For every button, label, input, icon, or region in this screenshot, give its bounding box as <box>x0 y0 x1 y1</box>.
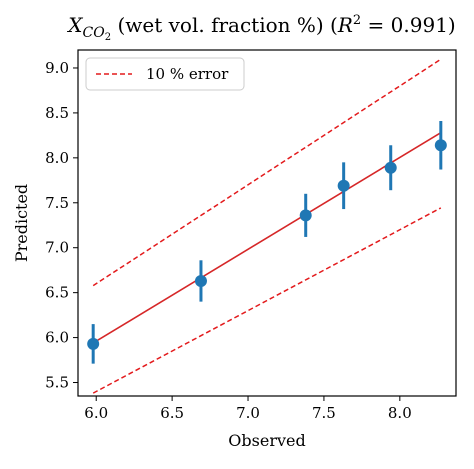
error-line-lower <box>92 207 442 394</box>
y-tick-label: 8.5 <box>45 104 69 122</box>
x-tick-label: 7.0 <box>236 404 260 422</box>
chart-title: XCO2 (wet vol. fraction %) (R2 = 0.991) <box>66 13 455 43</box>
title-tail: = 0.991) <box>361 13 456 37</box>
x-tick-label: 8.0 <box>388 404 412 422</box>
data-point <box>194 274 207 287</box>
fit-line-group <box>92 131 442 344</box>
title-subsub: 2 <box>105 32 111 43</box>
x-tick-label: 6.0 <box>84 404 108 422</box>
y-tick-label: 6.5 <box>45 284 69 302</box>
data-point <box>299 209 312 222</box>
axis-ticks: 6.0 6.5 7.0 7.5 8.0 5.5 6.0 6.5 7.0 7.5 8.0 8.5 9.0 <box>45 59 412 422</box>
y-axis-label: Predicted <box>12 184 31 262</box>
title-text: (wet vol. fraction %) ( <box>111 13 338 37</box>
y-tick-label: 7.0 <box>45 239 69 257</box>
y-tick-label: 7.5 <box>45 194 69 212</box>
x-tick-label: 6.5 <box>160 404 184 422</box>
y-tick-label: 8.0 <box>45 149 69 167</box>
plot-frame <box>77 49 457 397</box>
data-point <box>87 337 100 350</box>
title-sub: CO <box>83 25 106 41</box>
title-r: R <box>337 13 353 37</box>
x-axis-label: Observed <box>228 431 305 450</box>
data-point <box>384 161 397 174</box>
data-point <box>337 179 350 192</box>
legend-box <box>85 57 245 91</box>
x-tick-label: 7.5 <box>312 404 336 422</box>
y-tick-label: 5.5 <box>45 374 69 392</box>
data-points <box>87 120 447 364</box>
legend: 10 % error <box>85 57 245 91</box>
data-point <box>434 139 447 152</box>
title-sup: 2 <box>353 13 361 28</box>
y-tick-label: 9.0 <box>45 59 69 77</box>
error-line-upper <box>92 58 442 287</box>
legend-error-label: 10 % error <box>146 65 229 83</box>
error-band-lines <box>92 58 442 394</box>
title-var: X <box>66 13 83 37</box>
fit-line <box>92 131 442 344</box>
y-tick-label: 6.0 <box>45 329 69 347</box>
